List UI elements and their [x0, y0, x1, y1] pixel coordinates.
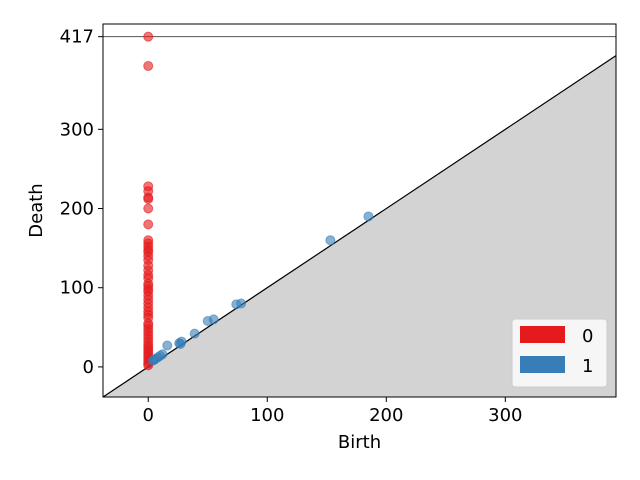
points-layer: [143, 31, 374, 371]
point-h1-5: [202, 315, 213, 326]
x-tick-label-1: 100: [250, 405, 284, 426]
point-h0-7: [143, 219, 154, 230]
y-tick-label-2: 200: [60, 199, 94, 220]
point-h1-6: [189, 328, 200, 339]
point-h1-16: [147, 355, 158, 366]
point-h1-9: [175, 338, 186, 349]
legend: 0 1: [511, 318, 608, 388]
plot-frame: [102, 23, 617, 398]
legend-label-1: 1: [582, 356, 593, 377]
x-axis-title: Birth: [338, 432, 381, 453]
x-tick-label-0: 0: [143, 405, 154, 426]
y-tick-label-0: 0: [83, 357, 94, 378]
ticks-layer: 0 100 200 300 0 100 200 300 417: [60, 27, 523, 426]
y-tick-label-1: 100: [60, 278, 94, 299]
y-tick-label-3: 300: [60, 119, 94, 140]
y-tick-label-4: 417: [60, 27, 94, 48]
point-h0-0: [143, 31, 154, 42]
reference-lines-layer: [102, 36, 617, 398]
x-tick-label-3: 300: [488, 405, 522, 426]
y-axis-title: Death: [26, 183, 47, 237]
point-h1-0: [363, 211, 374, 222]
point-h0-5: [143, 194, 154, 205]
point-h1-1: [325, 235, 336, 246]
point-h1-10: [162, 340, 173, 351]
legend-swatch-1: [520, 356, 565, 373]
x-tick-label-2: 200: [369, 405, 403, 426]
legend-swatch-0: [520, 326, 565, 343]
point-h0-1: [143, 60, 154, 71]
point-h1-3: [231, 299, 242, 310]
legend-label-0: 0: [582, 326, 593, 347]
point-h0-6: [143, 203, 154, 214]
diagonal-line: [102, 55, 617, 398]
